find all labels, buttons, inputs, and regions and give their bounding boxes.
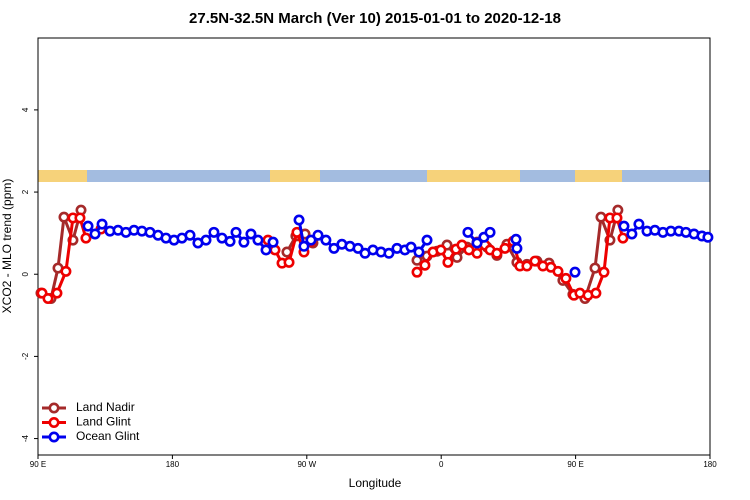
land-band xyxy=(575,170,622,182)
x-tick-label: 90 E xyxy=(567,460,583,469)
data-point xyxy=(184,229,196,241)
data-point xyxy=(405,241,417,253)
legend-label: Ocean Glint xyxy=(76,429,140,443)
x-axis-label: Longitude xyxy=(349,476,402,490)
y-tick-label: -4 xyxy=(21,434,30,442)
data-point xyxy=(471,247,483,259)
data-point xyxy=(633,218,645,230)
data-point xyxy=(80,232,92,244)
y-tick-label: -2 xyxy=(21,352,30,360)
data-point xyxy=(589,262,601,274)
y-axis-label: XCO2 - MLO trend (ppm) xyxy=(0,179,14,314)
data-point xyxy=(411,266,423,278)
data-point xyxy=(702,231,714,243)
data-point xyxy=(238,236,250,248)
data-point xyxy=(611,212,623,224)
legend-marker xyxy=(48,402,60,414)
data-point xyxy=(74,212,86,224)
data-point xyxy=(267,236,279,248)
ocean-band xyxy=(38,170,710,182)
data-point xyxy=(260,244,272,256)
data-point xyxy=(383,247,395,259)
data-point xyxy=(456,239,468,251)
data-point xyxy=(51,287,63,299)
data-point xyxy=(618,220,630,232)
data-point xyxy=(245,228,257,240)
data-point xyxy=(569,266,581,278)
data-point xyxy=(312,229,324,241)
data-point xyxy=(617,232,629,244)
data-point xyxy=(224,235,236,247)
y-tick-label: 4 xyxy=(21,107,30,112)
plot-frame xyxy=(37,37,711,456)
data-point xyxy=(510,233,522,245)
land-ocean-strip xyxy=(38,170,710,182)
data-point xyxy=(419,259,431,271)
land-band xyxy=(427,170,520,182)
y-tick-label: 2 xyxy=(21,189,30,194)
data-point xyxy=(352,242,364,254)
x-tick-label: 90 W xyxy=(297,460,316,469)
data-point xyxy=(435,244,447,256)
legend-label: Land Nadir xyxy=(76,400,135,414)
data-point xyxy=(552,265,564,277)
data-point xyxy=(252,234,264,246)
data-point xyxy=(626,228,638,240)
data-point xyxy=(208,226,220,238)
data-point xyxy=(328,242,340,254)
data-point xyxy=(42,292,54,304)
legend-marker xyxy=(48,431,60,443)
data-point xyxy=(320,234,332,246)
data-point xyxy=(82,220,94,232)
data-point xyxy=(293,214,305,226)
legend-marker xyxy=(48,416,60,428)
data-point xyxy=(560,272,572,284)
data-point xyxy=(89,228,101,240)
data-point xyxy=(499,242,511,254)
data-point xyxy=(598,266,610,278)
x-tick-label: 90 E xyxy=(30,460,46,469)
chart-title: 27.5N-32.5N March (Ver 10) 2015-01-01 to… xyxy=(189,10,561,27)
data-point xyxy=(442,256,454,268)
x-tick-label: 180 xyxy=(703,460,717,469)
land-band xyxy=(270,170,320,182)
data-point xyxy=(298,240,310,252)
x-tick-label: 180 xyxy=(166,460,180,469)
land-band xyxy=(38,170,87,182)
data-point xyxy=(590,287,602,299)
data-point xyxy=(413,246,425,258)
data-point xyxy=(491,247,503,259)
data-point xyxy=(529,255,541,267)
legend-label: Land Glint xyxy=(76,415,131,429)
series-line xyxy=(40,209,620,301)
y-tick-label: 0 xyxy=(21,271,30,276)
data-point xyxy=(283,256,295,268)
data-point xyxy=(200,234,212,246)
data-point xyxy=(58,211,70,223)
data-point xyxy=(421,234,433,246)
data-point xyxy=(96,218,108,230)
data-point xyxy=(230,226,242,238)
data-point xyxy=(511,242,523,254)
data-point xyxy=(60,265,72,277)
data-point xyxy=(595,211,607,223)
data-point xyxy=(462,226,474,238)
x-tick-label: 0 xyxy=(439,460,444,469)
data-point xyxy=(484,226,496,238)
data-point xyxy=(305,234,317,246)
data-point xyxy=(521,260,533,272)
data-point xyxy=(471,237,483,249)
